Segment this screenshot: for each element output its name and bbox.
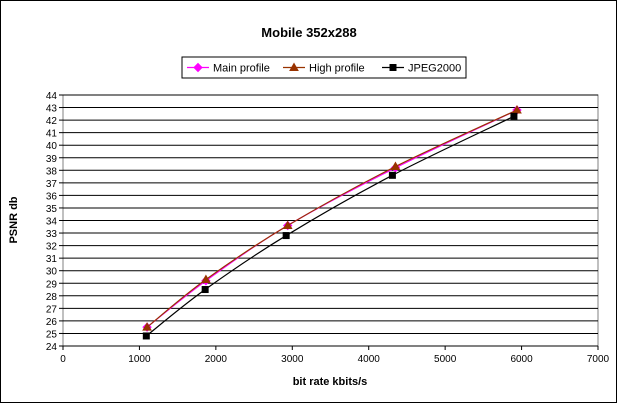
legend-entry-jpeg2000: JPEG2000 xyxy=(382,63,461,75)
legend-box xyxy=(181,56,467,79)
y-tick-label: 24 xyxy=(46,342,58,353)
series-line xyxy=(145,115,515,337)
data-point xyxy=(510,112,518,120)
y-tick-label: 26 xyxy=(46,317,58,328)
legend: Main profile High profile JPEG2000 xyxy=(181,56,467,79)
y-tick-label: 27 xyxy=(46,304,58,315)
gridlines xyxy=(63,94,598,347)
chart-title: Mobile 352x288 xyxy=(261,25,356,40)
y-tick-label: 31 xyxy=(46,254,58,265)
data-point xyxy=(390,161,401,171)
y-axis-label: PSNR db xyxy=(8,196,20,243)
y-tick-label: 38 xyxy=(46,166,58,177)
legend-entry-high-profile: High profile xyxy=(283,62,365,75)
x-axis-label: bit rate kbits/s xyxy=(293,376,368,388)
x-tick-label: 3000 xyxy=(281,354,304,365)
y-tick-label: 42 xyxy=(46,116,58,127)
legend-label: Main profile xyxy=(213,63,270,75)
y-tick-label: 28 xyxy=(46,292,58,303)
data-point xyxy=(201,286,209,294)
x-tick-label: 6000 xyxy=(510,354,533,365)
legend-entry-main-profile: Main profile xyxy=(187,63,270,75)
y-tick-label: 37 xyxy=(46,179,58,190)
y-tick-label: 39 xyxy=(46,154,58,165)
x-tick-label: 4000 xyxy=(358,354,381,365)
series-jpeg2000 xyxy=(142,112,518,340)
y-tick-label: 36 xyxy=(46,191,58,202)
data-point xyxy=(388,171,396,179)
y-tick-label: 44 xyxy=(46,91,58,102)
x-tick-label: 7000 xyxy=(587,354,610,365)
legend-label: High profile xyxy=(309,63,365,75)
data-point xyxy=(142,332,150,340)
legend-marker xyxy=(389,64,397,71)
data-point xyxy=(282,220,293,230)
legend-label: JPEG2000 xyxy=(408,63,461,75)
legend-marker xyxy=(193,62,203,73)
x-tick-label: 2000 xyxy=(205,354,228,365)
y-tick-label: 25 xyxy=(46,329,58,340)
y-tick-label: 43 xyxy=(46,104,58,115)
series-high-profile xyxy=(142,105,522,331)
data-point xyxy=(142,322,152,331)
x-tick-label: 1000 xyxy=(128,354,151,365)
y-tick-label: 35 xyxy=(46,204,58,215)
y-tick-label: 32 xyxy=(46,242,58,253)
x-tick-label: 0 xyxy=(60,354,66,365)
y-tick-label: 30 xyxy=(46,267,58,278)
x-axis-ticks: 0 1000 2000 3000 4000 5000 6000 7000 xyxy=(60,346,610,365)
data-point xyxy=(282,232,290,240)
y-tick-label: 40 xyxy=(46,141,58,152)
y-tick-label: 34 xyxy=(46,217,58,228)
x-tick-label: 5000 xyxy=(434,354,457,365)
data-point xyxy=(201,274,211,283)
series-line xyxy=(146,109,518,328)
y-tick-label: 29 xyxy=(46,279,58,290)
legend-marker xyxy=(289,62,299,71)
y-tick-label: 33 xyxy=(46,229,58,240)
series-group xyxy=(142,105,522,340)
y-tick-label: 41 xyxy=(46,129,58,140)
